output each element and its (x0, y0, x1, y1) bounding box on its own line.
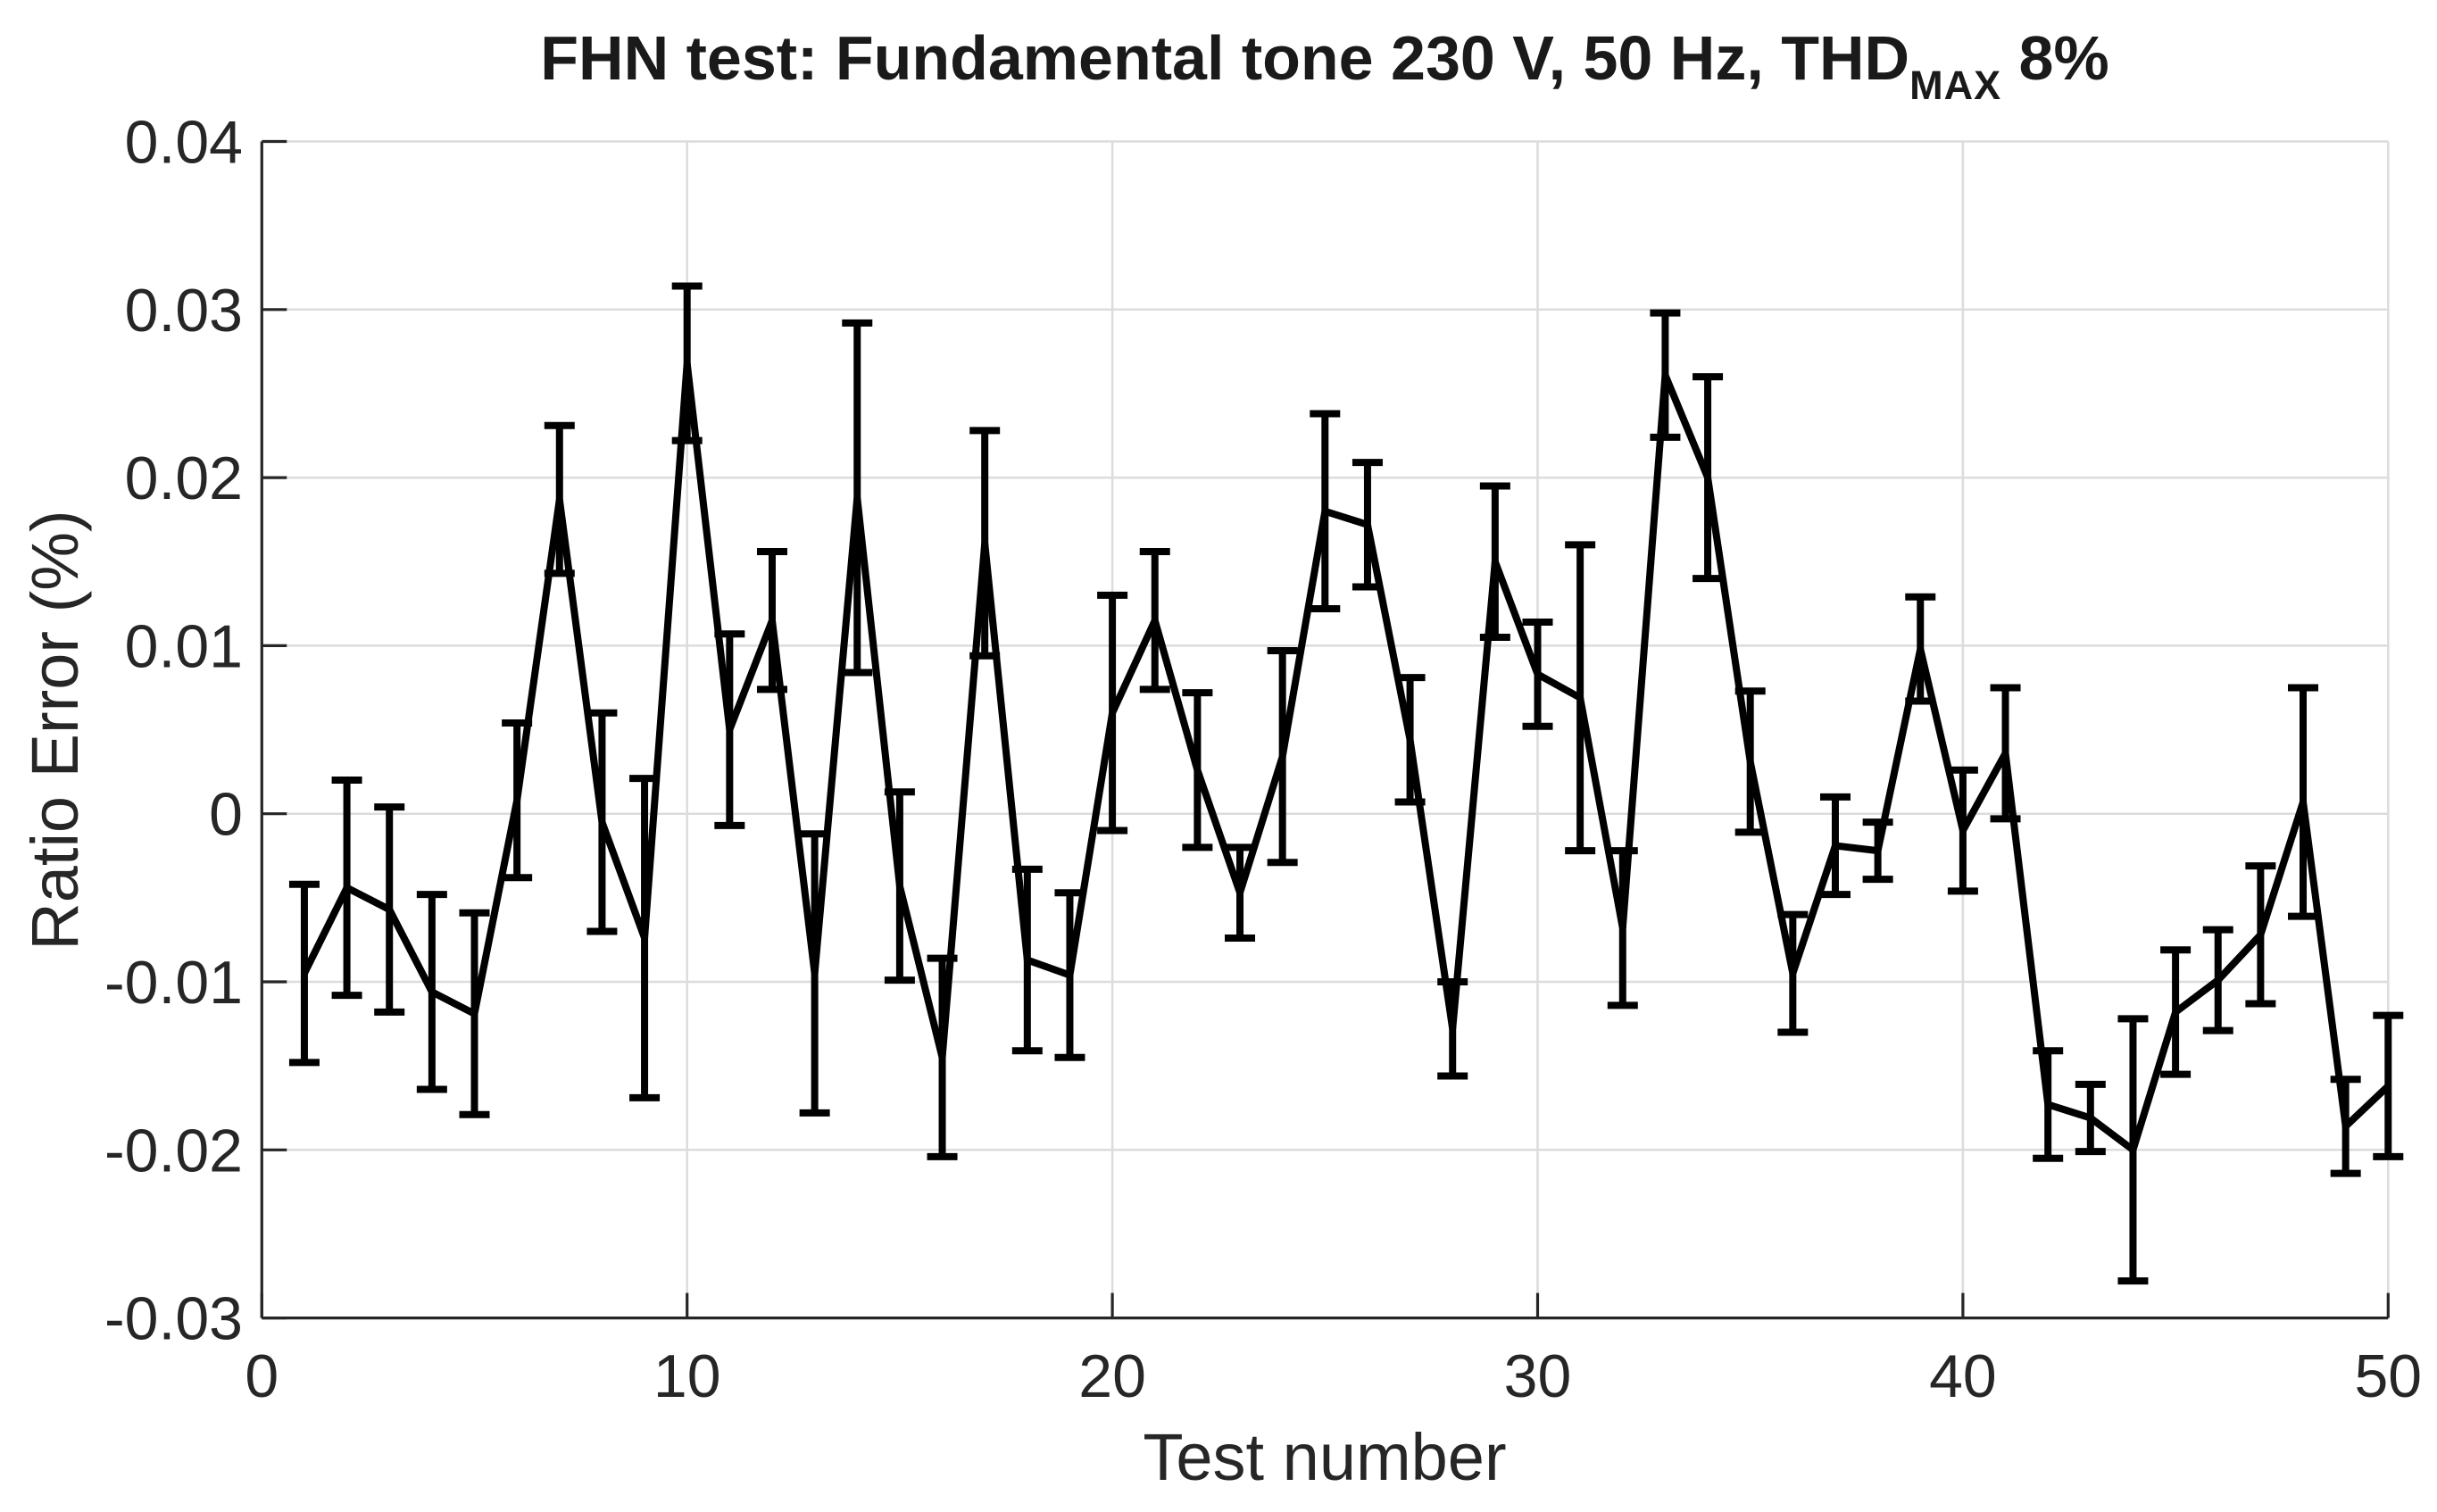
x-axis-label: Test number (1143, 1420, 1507, 1494)
x-tick-label: 20 (1078, 1342, 1146, 1410)
y-tick-label: -0.03 (104, 1285, 243, 1353)
chart-title-main: FHN test: Fundamental tone 230 V, 50 Hz,… (540, 23, 1910, 93)
x-tick-label: 40 (1929, 1342, 1997, 1410)
chart-title: FHN test: Fundamental tone 230 V, 50 Hz,… (262, 27, 2388, 117)
chart-title-suffix: 8% (2001, 23, 2109, 93)
y-tick-label: 0 (209, 781, 243, 849)
chart-title-subscript: MAX (1909, 62, 2002, 108)
y-tick-label: 0.02 (125, 444, 243, 512)
x-tick-label: 0 (245, 1342, 279, 1410)
y-tick-label: -0.02 (104, 1117, 243, 1184)
x-tick-label: 50 (2354, 1342, 2422, 1410)
y-tick-label: 0.03 (125, 277, 243, 345)
y-tick-label: 0.01 (125, 612, 243, 680)
x-tick-label: 30 (1504, 1342, 1572, 1410)
y-tick-label: -0.01 (104, 949, 243, 1017)
data-line (301, 362, 2391, 1156)
x-tick-label: 10 (653, 1342, 721, 1410)
y-tick-label: 0.04 (125, 109, 243, 177)
